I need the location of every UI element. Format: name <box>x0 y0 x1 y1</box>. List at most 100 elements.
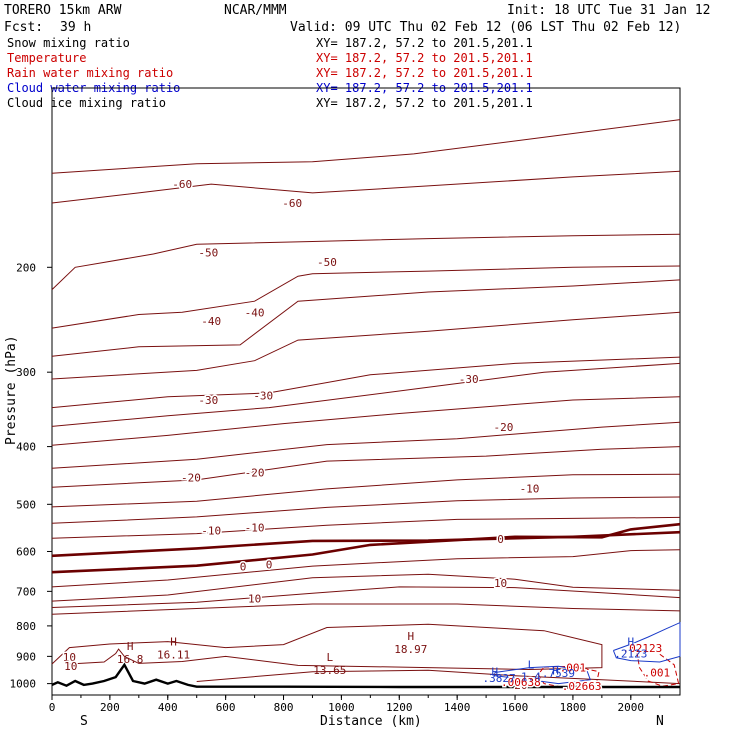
isotherm-line <box>196 669 681 685</box>
init-label: Init: 18 UTC Tue 31 Jan 12 <box>507 3 711 18</box>
isotherm-label: 0 <box>266 559 273 572</box>
extremum-value: 16.8 <box>117 653 144 666</box>
x-tick-label: 600 <box>216 701 236 714</box>
y-tick-label: 700 <box>16 585 36 598</box>
field-xy: XY= 187.2, 57.2 to 201.5,201.1 <box>316 66 533 80</box>
isotherm-line <box>51 396 681 446</box>
org-label: NCAR/MMM <box>224 3 287 18</box>
plot-frame <box>51 87 681 696</box>
isotherm-label: -40 <box>201 315 221 328</box>
extremum-value: 16.11 <box>157 648 190 661</box>
y-tick-label: 300 <box>16 366 36 379</box>
isotherm-label: -30 <box>198 394 218 407</box>
extremum-kind: H <box>408 630 415 643</box>
field-list: Snow mixing ratio XY= 187.2, 57.2 to 201.… <box>7 36 533 110</box>
extremum-value: 13.65 <box>313 664 346 677</box>
isotherm-line <box>51 623 603 671</box>
cloud-water-extremum-kind: L <box>528 658 535 671</box>
isotherm-label: -40 <box>245 306 265 319</box>
isotherm-label: -20 <box>494 421 514 434</box>
x-tick-label: 400 <box>158 701 178 714</box>
rain-label: .02123 <box>623 642 663 655</box>
isotherm-line <box>51 170 681 204</box>
cloud-water-contour <box>494 665 591 685</box>
isotherm-line <box>51 421 681 469</box>
endpoint-left: S <box>80 714 88 729</box>
temperature-isotherms <box>51 119 681 685</box>
cloud-water-extremum-value: 1.4 <box>521 670 541 683</box>
cloud-water-extremum-kind: H <box>627 636 634 649</box>
cloud-water-label: .3827 <box>483 672 516 685</box>
isotherm-line <box>51 603 681 615</box>
isotherm-label: -60 <box>172 178 192 191</box>
x-tick-label: 0 <box>49 701 56 714</box>
x-tick-label: 1400 <box>444 701 471 714</box>
field-xy: XY= 187.2, 57.2 to 201.5,201.1 <box>316 36 533 50</box>
field-name: Snow mixing ratio <box>7 36 130 50</box>
x-tick-label: 1200 <box>386 701 413 714</box>
x-tick-label: 800 <box>274 701 294 714</box>
header: TORERO 15km ARW Fcst: 39 h NCAR/MMM Init… <box>4 3 711 110</box>
y-tick-label: 600 <box>16 545 36 558</box>
isotherm-label: 0 <box>497 533 504 546</box>
valid-label: Valid: 09 UTC Thu 02 Feb 12 (06 LST Thu … <box>290 20 681 35</box>
field-name: Temperature <box>7 51 86 65</box>
extremum-value: 18.97 <box>394 643 427 656</box>
y-tick-label: 500 <box>16 498 36 511</box>
x-tick-label: 1000 <box>328 701 355 714</box>
cloud-water-label: H <box>491 666 498 679</box>
isotherm-line <box>51 265 681 329</box>
isotherm-line <box>51 356 681 409</box>
isotherm-label: -30 <box>253 389 273 402</box>
isotherm-line <box>51 279 681 357</box>
isotherm-label: -50 <box>198 247 218 260</box>
isotherm-label: 10 <box>63 651 76 664</box>
rain-label: .001 <box>644 667 671 680</box>
axis-titles: Distance (km) Pressure (hPa) S N <box>4 335 664 729</box>
isotherm-line <box>51 530 681 558</box>
isotherm-label: -20 <box>181 472 201 485</box>
isotherm-line <box>51 573 681 602</box>
rain-label: .00638 <box>501 676 541 689</box>
x-tick-label: 200 <box>100 701 120 714</box>
isotherm-line <box>51 119 681 174</box>
isotherm-line <box>51 311 681 380</box>
isotherm-line <box>51 496 681 524</box>
isotherm-label: 10 <box>248 593 261 606</box>
isotherm-label: -30 <box>459 373 479 386</box>
isotherm-label: -50 <box>317 256 337 269</box>
rain-label: .02663 <box>562 680 602 693</box>
cloud-water-contour <box>612 621 681 663</box>
isotherm-line <box>51 446 681 488</box>
y-tick-label: 1000 <box>10 678 37 691</box>
x-tick-label: 1600 <box>502 701 529 714</box>
cloud-water-label: H <box>552 664 559 677</box>
terrain <box>51 662 680 689</box>
extremum-kind: L <box>327 651 334 664</box>
isotherm-line <box>51 549 681 588</box>
isotherm-label: 10 <box>494 577 507 590</box>
x-tick-label: 2000 <box>618 701 645 714</box>
field-xy: XY= 187.2, 57.2 to 201.5,201.1 <box>316 51 533 65</box>
isotherm-line <box>51 233 681 290</box>
isotherm-line <box>51 516 681 539</box>
isotherm-line <box>51 522 681 574</box>
extremum-kind: H <box>170 635 177 648</box>
rain-label: .001 <box>560 662 587 675</box>
isotherm-line <box>51 362 681 427</box>
field-xy: XY= 187.2, 57.2 to 201.5,201.1 <box>316 96 533 110</box>
isotherm-label: -10 <box>201 524 221 537</box>
isotherm-label: 20 <box>514 679 527 692</box>
fcst-value: 39 h <box>60 20 91 35</box>
extremum-kind: H <box>127 640 134 653</box>
fcst-label: Fcst: <box>4 20 43 35</box>
model-label: TORERO 15km ARW <box>4 3 122 18</box>
rain-contour <box>636 650 680 687</box>
isotherm-label: -20 <box>245 466 265 479</box>
x-tick-label: 1800 <box>560 701 587 714</box>
y-tick-label: 900 <box>16 650 36 663</box>
isotherm-line <box>51 473 681 508</box>
cloud-water-contours <box>494 621 681 685</box>
isotherm-label: -10 <box>520 482 540 495</box>
field-name: Cloud ice mixing ratio <box>7 96 166 110</box>
